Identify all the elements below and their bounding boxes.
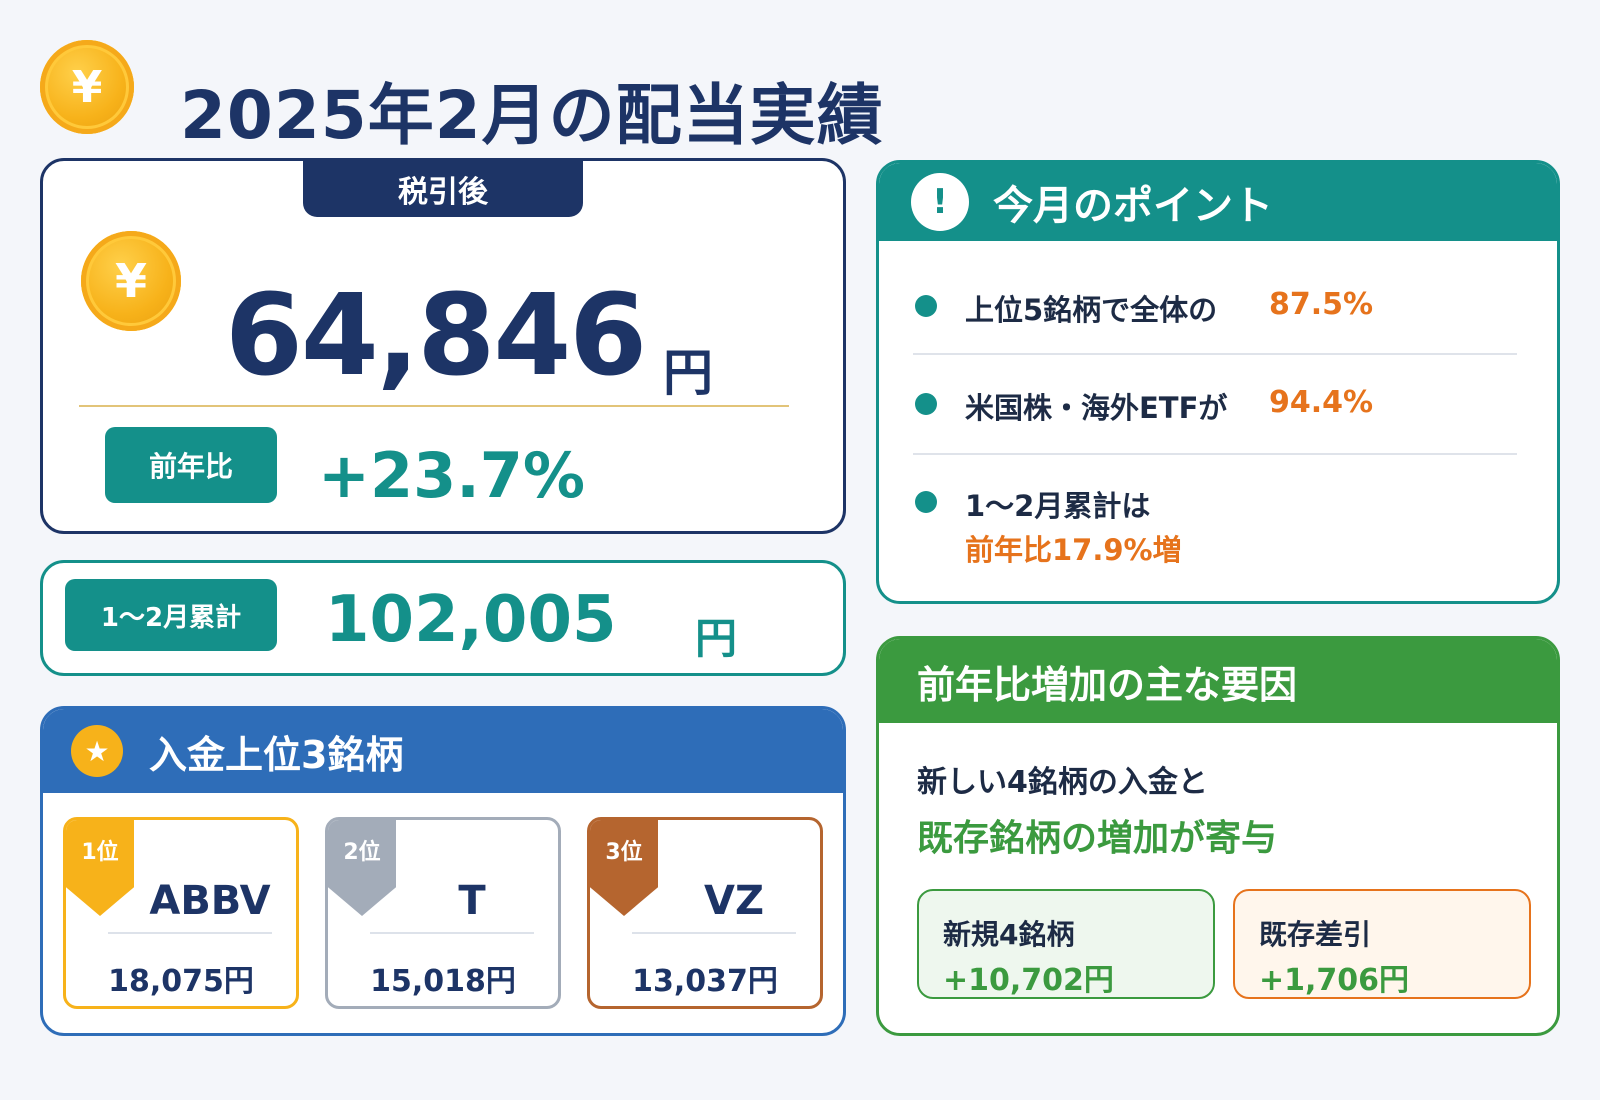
dividend-amount: 13,037円 bbox=[632, 964, 778, 999]
existing-diff-label: 既存差引 bbox=[1259, 918, 1372, 951]
bullet-icon bbox=[915, 393, 937, 415]
divider bbox=[79, 405, 789, 407]
rank-ribbon: 1位 bbox=[66, 820, 134, 916]
factors-text-line2: 既存銘柄の増加が寄与 bbox=[917, 818, 1278, 859]
divider bbox=[108, 932, 272, 934]
top3-title: 入金上位3銘柄 bbox=[149, 732, 404, 777]
points-title: 今月のポイント bbox=[993, 183, 1273, 229]
top3-card: ★ 入金上位3銘柄 1位 ABBV 18,075円 2位 T 15,018円 3… bbox=[40, 706, 846, 1036]
cumulative-unit: 円 bbox=[695, 614, 738, 663]
yoy-value: +23.7% bbox=[318, 439, 586, 512]
point-label: 上位5銘柄で全体の bbox=[965, 293, 1218, 327]
point-value: 87.5% bbox=[1269, 287, 1374, 322]
divider bbox=[913, 353, 1517, 355]
exclamation-icon: ! bbox=[911, 173, 969, 231]
after-tax-card: 税引後 ¥ 64,846 円 前年比 +23.7% bbox=[40, 158, 846, 534]
factors-text-line1: 新しい4銘柄の入金と bbox=[917, 765, 1208, 800]
monthly-dividend-amount: 64,846 bbox=[225, 271, 647, 401]
cumulative-card: 1〜2月累計 102,005 円 bbox=[40, 560, 846, 676]
factors-card: 前年比増加の主な要因 新しい4銘柄の入金と 既存銘柄の増加が寄与 新規4銘柄 +… bbox=[876, 636, 1560, 1036]
top3-header: ★ 入金上位3銘柄 bbox=[43, 709, 843, 793]
existing-diff-value: +1,706円 bbox=[1259, 963, 1410, 998]
page-title: 2025年2月の配当実績 bbox=[180, 77, 884, 154]
point-label: 1〜2月累計は bbox=[965, 489, 1151, 523]
dividend-amount: 15,018円 bbox=[370, 964, 516, 999]
factors-header: 前年比増加の主な要因 bbox=[879, 639, 1557, 723]
ticker-symbol: ABBV bbox=[149, 878, 271, 924]
points-header: ! 今月のポイント bbox=[879, 163, 1557, 241]
divider bbox=[370, 932, 534, 934]
point-item: 1〜2月累計は 前年比17.9%増 bbox=[915, 483, 1517, 573]
cumulative-amount: 102,005 bbox=[325, 583, 617, 657]
dividend-amount: 18,075円 bbox=[108, 964, 254, 999]
star-icon: ★ bbox=[71, 725, 123, 777]
new-holdings-value: +10,702円 bbox=[943, 963, 1114, 998]
new-holdings-label: 新規4銘柄 bbox=[943, 918, 1075, 951]
new-holdings-box: 新規4銘柄 +10,702円 bbox=[917, 889, 1215, 999]
yen-coin-icon: ¥ bbox=[81, 231, 181, 331]
divider bbox=[913, 453, 1517, 455]
point-value: 94.4% bbox=[1269, 385, 1374, 420]
point-value: 前年比17.9%増 bbox=[965, 533, 1182, 567]
cumulative-badge: 1〜2月累計 bbox=[65, 579, 277, 651]
rank-ribbon: 2位 bbox=[328, 820, 396, 916]
rank-card-1: 1位 ABBV 18,075円 bbox=[63, 817, 299, 1009]
point-item: 米国株・海外ETFが 94.4% bbox=[915, 385, 1517, 429]
yoy-badge: 前年比 bbox=[105, 427, 277, 503]
divider bbox=[632, 932, 796, 934]
points-card: ! 今月のポイント 上位5銘柄で全体の 87.5% 米国株・海外ETFが 94.… bbox=[876, 160, 1560, 604]
existing-diff-box: 既存差引 +1,706円 bbox=[1233, 889, 1531, 999]
point-item: 上位5銘柄で全体の 87.5% bbox=[915, 287, 1517, 331]
ticker-symbol: VZ bbox=[704, 878, 764, 924]
amount-unit: 円 bbox=[663, 344, 713, 402]
bullet-icon bbox=[915, 491, 937, 513]
ticker-symbol: T bbox=[458, 878, 486, 924]
factors-title: 前年比増加の主な要因 bbox=[917, 662, 1298, 707]
rank-card-3: 3位 VZ 13,037円 bbox=[587, 817, 823, 1009]
rank-ribbon: 3位 bbox=[590, 820, 658, 916]
bullet-icon bbox=[915, 295, 937, 317]
point-label: 米国株・海外ETFが bbox=[965, 391, 1228, 425]
after-tax-tab: 税引後 bbox=[303, 161, 583, 217]
yen-coin-icon: ¥ bbox=[40, 40, 134, 134]
rank-card-2: 2位 T 15,018円 bbox=[325, 817, 561, 1009]
